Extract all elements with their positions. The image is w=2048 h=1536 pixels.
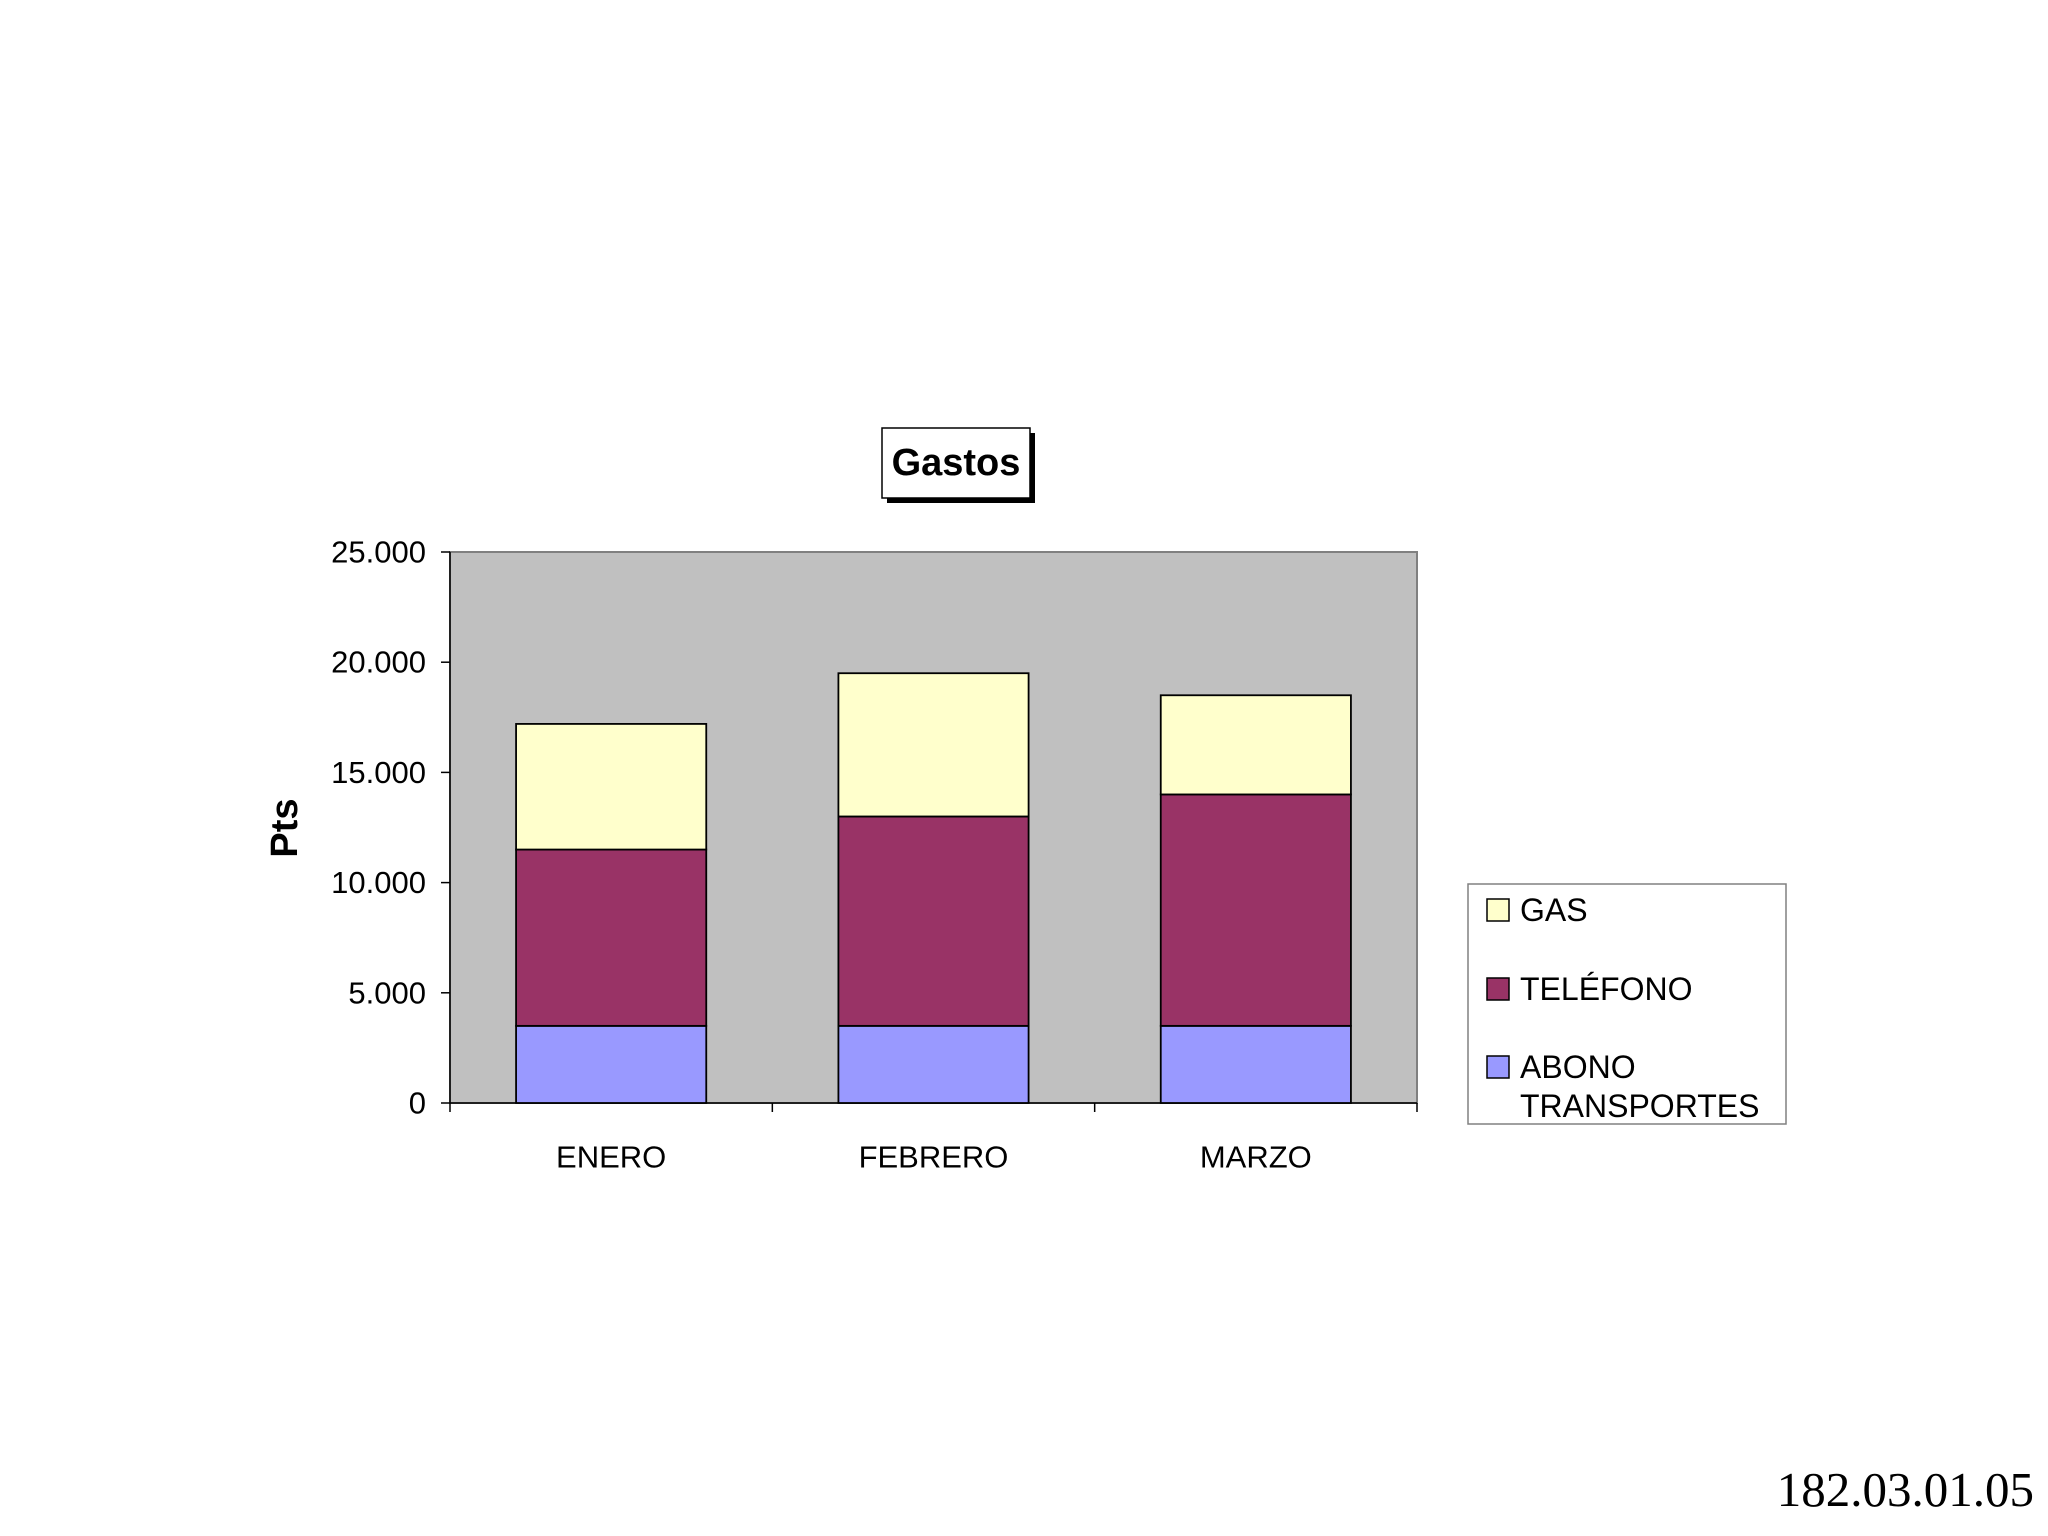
y-tick-label: 15.000 xyxy=(331,755,426,790)
y-axis: 0 5.000 10.000 15.000 20.000 25.000 xyxy=(331,535,451,1121)
legend-swatch xyxy=(1486,898,1510,922)
legend-box xyxy=(1467,883,1787,1125)
y-tick-label: 10.000 xyxy=(331,865,426,900)
x-tick-label: MARZO xyxy=(1200,1140,1312,1175)
bar-segment xyxy=(1159,1024,1352,1104)
title-box xyxy=(881,427,1031,499)
bar-segment xyxy=(1159,694,1352,796)
bar-segment xyxy=(1159,793,1352,1027)
x-axis: ENERO FEBRERO MARZO xyxy=(449,1102,1418,1175)
legend-swatch xyxy=(1486,977,1510,1001)
y-tick-label: 25.000 xyxy=(331,535,426,570)
y-axis-label: Pts xyxy=(264,798,306,857)
legend-label: TELÉFONO xyxy=(1520,971,1692,1007)
y-tick-label: 20.000 xyxy=(331,645,426,680)
legend-label: GAS xyxy=(1520,892,1588,928)
x-tick-label: FEBRERO xyxy=(859,1140,1009,1175)
y-tick-label: 0 xyxy=(409,1086,426,1121)
bar-series xyxy=(515,672,1352,1104)
bar-segment xyxy=(515,723,708,851)
legend-label: TRANSPORTES xyxy=(1520,1088,1759,1124)
y-tick-label: 5.000 xyxy=(348,975,426,1010)
bar-segment xyxy=(837,815,1030,1027)
chart-title: Gastos xyxy=(892,442,1021,484)
legend-label: ABONO xyxy=(1520,1049,1636,1085)
bar-segment xyxy=(515,1024,708,1104)
bar-segment xyxy=(837,672,1030,818)
slide-id: 182.03.01.05 xyxy=(1776,1462,2034,1517)
bar-segment xyxy=(837,1024,1030,1104)
x-tick-label: ENERO xyxy=(556,1140,666,1175)
bar-segment xyxy=(515,848,708,1027)
legend-swatch xyxy=(1486,1055,1510,1079)
